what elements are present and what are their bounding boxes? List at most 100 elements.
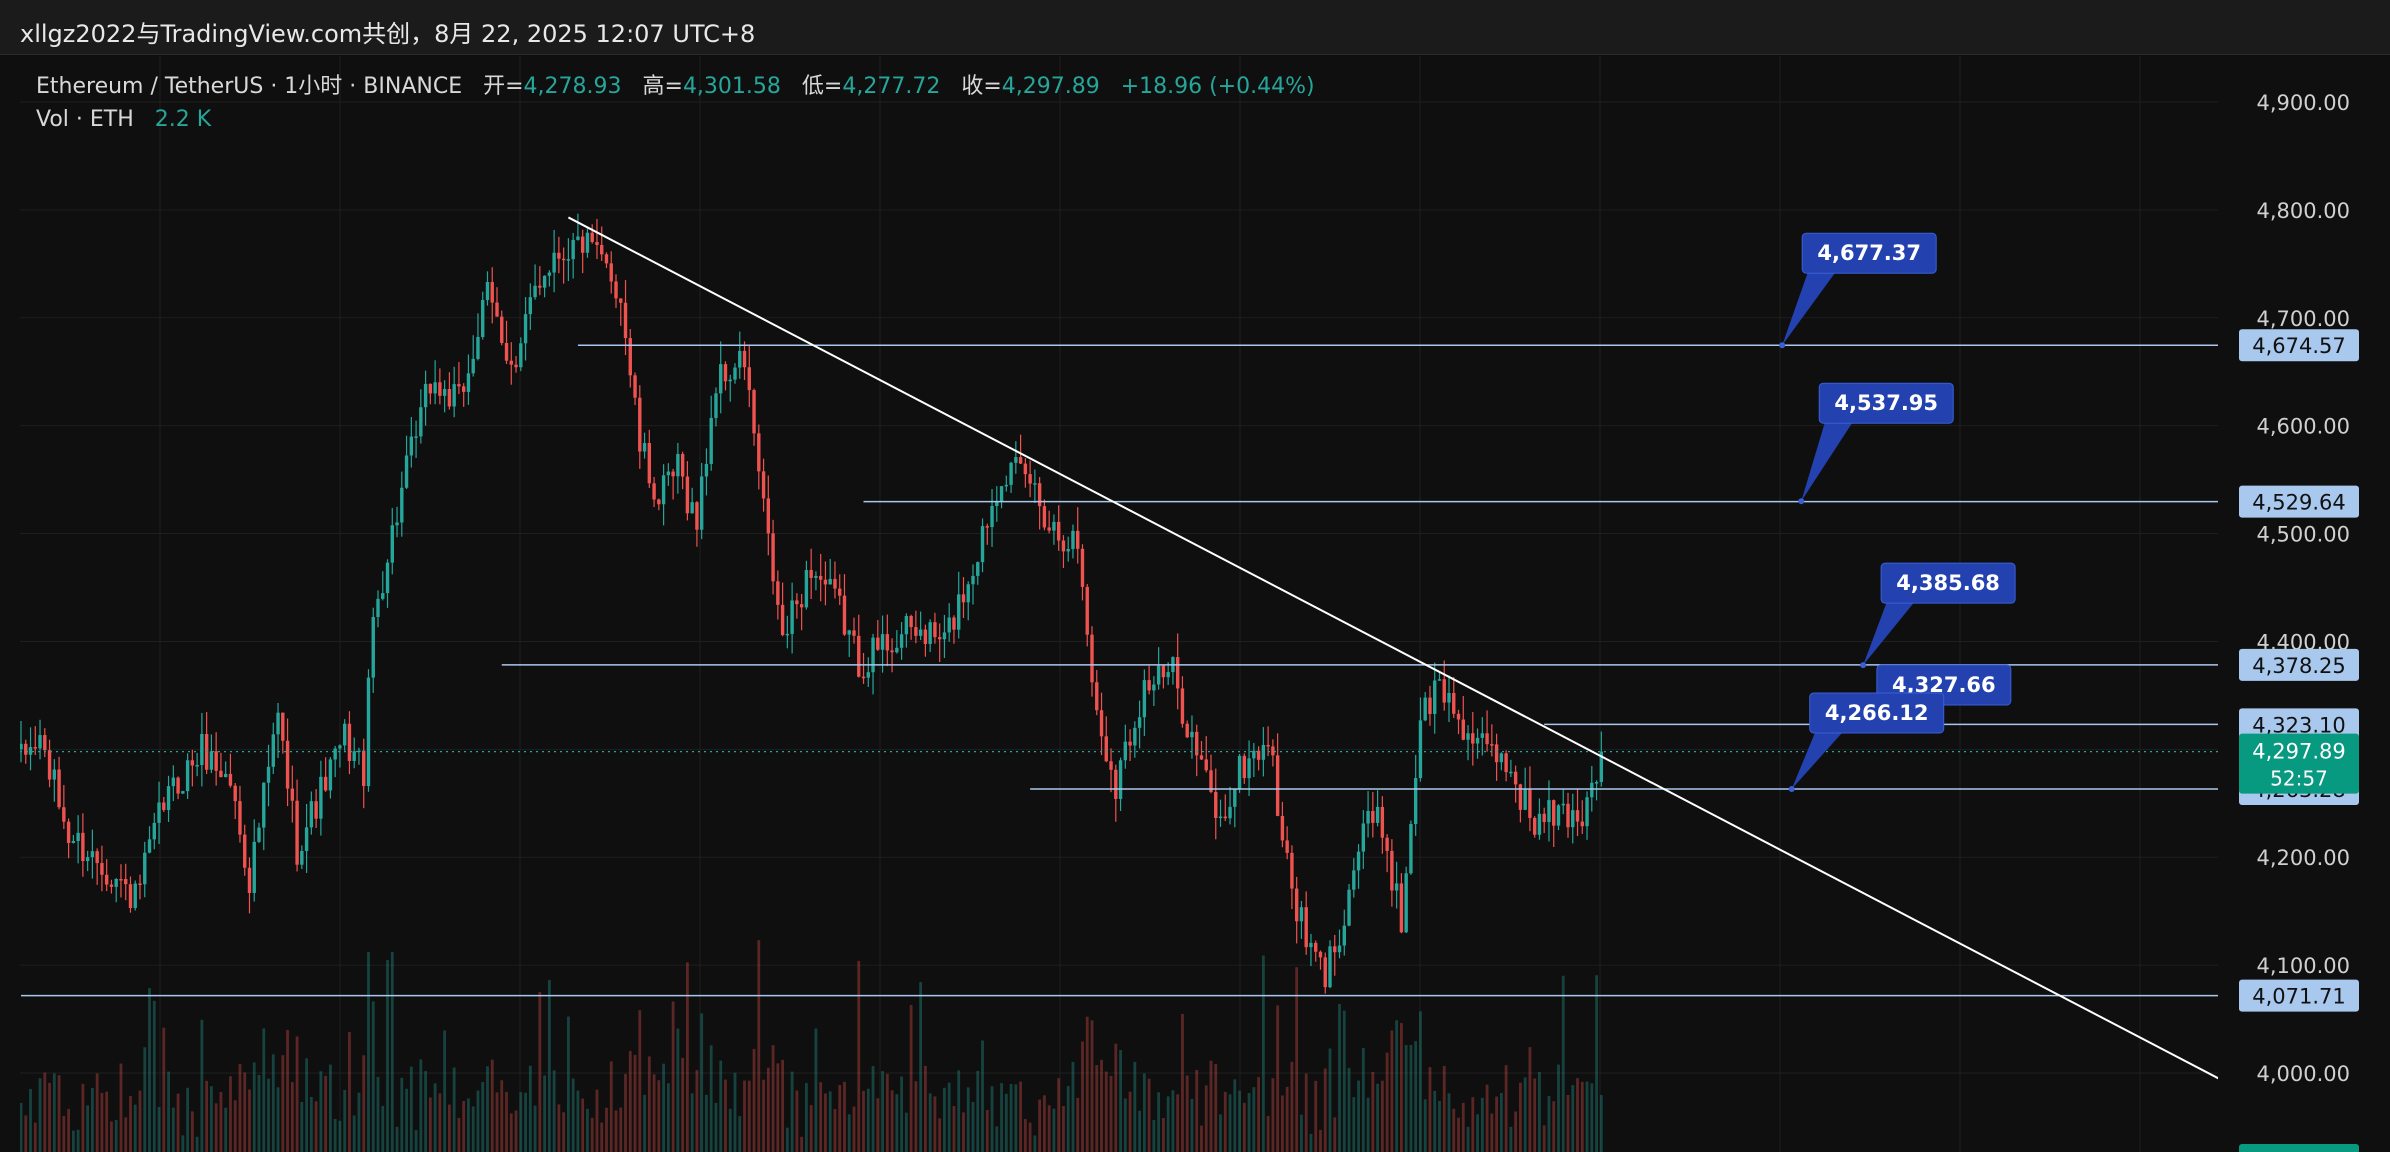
volume-bar xyxy=(405,1088,408,1152)
symbol-label: Ethereum / TetherUS · 1小时 · BINANCE xyxy=(36,74,463,99)
candle-body xyxy=(1280,815,1285,841)
volume-bar xyxy=(571,1078,575,1152)
candle-body xyxy=(95,851,99,864)
volume-bar xyxy=(985,1110,989,1152)
volume-bar xyxy=(486,1066,489,1152)
volume-bar xyxy=(1166,1096,1170,1152)
chart-area[interactable]: 4,677.37 4,537.95 4,385.68 4,327.66 4,266.12… xyxy=(20,56,2390,1152)
volume-bar xyxy=(633,1054,637,1152)
candle-body xyxy=(523,314,528,344)
candle-body xyxy=(1095,682,1099,711)
volume-bar xyxy=(467,1098,470,1152)
candle-body xyxy=(1347,889,1351,926)
volume-bar xyxy=(586,1108,589,1152)
volume-bar xyxy=(448,1104,451,1152)
candle-body xyxy=(1480,733,1485,738)
volume-bar xyxy=(71,1130,75,1152)
volume-bar xyxy=(395,1126,399,1152)
volume-bar xyxy=(114,1119,118,1152)
volume-bar xyxy=(1057,1078,1061,1152)
y-tick-label: 4,200.00 xyxy=(2256,846,2350,870)
candle-body xyxy=(1594,782,1599,784)
candle-body xyxy=(1309,942,1313,948)
volume-bar xyxy=(371,1001,375,1152)
volume-bar xyxy=(38,1078,42,1152)
volume-bar xyxy=(1319,1129,1322,1152)
volume-bar xyxy=(1257,1077,1260,1152)
volume-bar xyxy=(1142,1073,1146,1152)
volume-bar xyxy=(1566,1094,1570,1152)
callout-label: 4,266.12 xyxy=(1825,701,1929,725)
candle-body xyxy=(38,735,42,749)
volume-bar xyxy=(638,1010,642,1152)
candle-body xyxy=(514,364,518,368)
level-price-tag xyxy=(2239,979,2359,1012)
volume-bar xyxy=(1514,1111,1518,1152)
y-tick-label: 4,600.00 xyxy=(2256,415,2350,439)
volume-bar xyxy=(624,1073,627,1152)
volume-bar xyxy=(1038,1099,1042,1152)
volume-bar xyxy=(576,1090,580,1152)
candle-body xyxy=(266,766,271,783)
candle-body xyxy=(300,851,304,865)
volume-bar xyxy=(348,1032,351,1152)
candle-body xyxy=(233,785,237,802)
candle-body xyxy=(657,499,661,505)
volume-bar xyxy=(519,1092,523,1152)
volume-bar xyxy=(895,1094,899,1152)
candle-body xyxy=(1275,755,1280,816)
candle-body xyxy=(400,487,404,523)
candle-body xyxy=(143,852,147,885)
candle-body xyxy=(1475,737,1480,744)
candle-body xyxy=(438,382,442,396)
candle-body xyxy=(485,282,490,301)
candle-body xyxy=(390,525,394,563)
candle-body xyxy=(461,386,466,392)
candle-body xyxy=(290,788,295,801)
volume-bar xyxy=(476,1090,480,1152)
candle-body xyxy=(1204,759,1208,771)
volume-bar xyxy=(1028,1122,1032,1152)
volume-bar xyxy=(966,1087,970,1152)
volume-bar xyxy=(248,1089,251,1152)
candle-body xyxy=(590,232,594,243)
volume-bar xyxy=(143,1047,147,1152)
candle-body xyxy=(1571,810,1575,828)
candle-body xyxy=(976,562,980,576)
candle-body xyxy=(1209,770,1213,792)
volume-bar xyxy=(904,1112,908,1152)
volume-bar xyxy=(943,1087,946,1152)
candle-body xyxy=(243,834,247,868)
candle-body xyxy=(104,874,109,885)
candle-body xyxy=(871,637,875,673)
volume-bar xyxy=(433,1083,437,1152)
volume-bar xyxy=(1490,1113,1494,1152)
candle-body xyxy=(476,336,480,359)
candle-body xyxy=(223,773,228,777)
candle-body xyxy=(833,578,837,589)
volume-bar xyxy=(1509,1126,1513,1152)
volume-bar xyxy=(1585,1081,1589,1152)
volume-bar xyxy=(1043,1095,1046,1152)
candle-body xyxy=(442,388,447,396)
price-chart[interactable]: 4,677.374,537.954,385.684,327.664,266.12… xyxy=(20,56,2390,1152)
volume-bar xyxy=(1547,1096,1551,1152)
volume-bar xyxy=(1495,1096,1498,1152)
y-tick-label: 4,500.00 xyxy=(2256,523,2350,547)
volume-bar xyxy=(1100,1059,1103,1152)
volume-bar xyxy=(547,980,551,1152)
volume-bar xyxy=(724,1079,727,1152)
volume-bar xyxy=(481,1081,485,1152)
candle-body xyxy=(1542,813,1546,822)
volume-bar xyxy=(1281,1095,1284,1152)
volume-bar xyxy=(1095,1065,1099,1152)
candle-body xyxy=(1337,945,1342,953)
volume-bar xyxy=(833,1109,837,1152)
candle-body xyxy=(804,570,809,608)
volume-bar xyxy=(1519,1082,1522,1152)
candle-body xyxy=(309,801,314,828)
volume-bar xyxy=(1428,1067,1432,1152)
candle-body xyxy=(1199,755,1204,760)
candle-body xyxy=(1261,744,1266,760)
candle-body xyxy=(1456,713,1461,720)
